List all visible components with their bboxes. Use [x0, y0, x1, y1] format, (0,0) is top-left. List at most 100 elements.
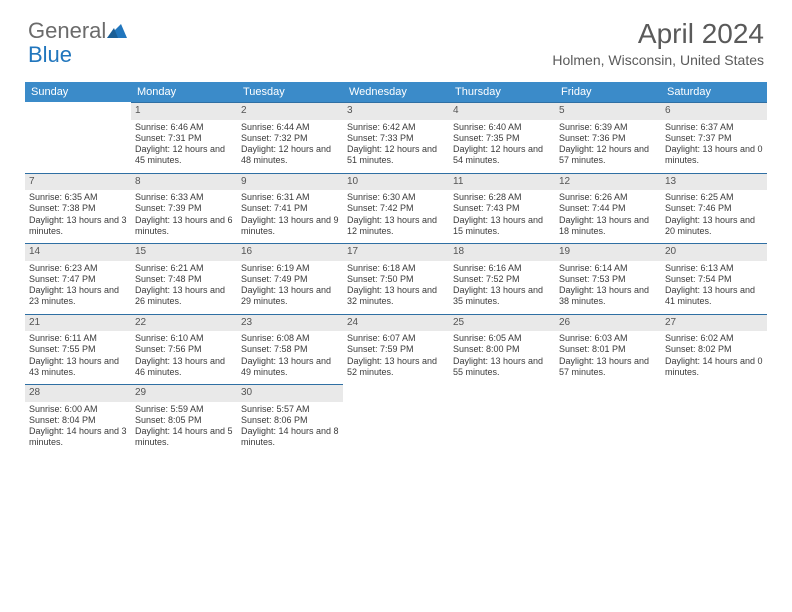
day-content: Sunrise: 6:44 AMSunset: 7:32 PMDaylight:…	[237, 120, 343, 173]
calendar-table: SundayMondayTuesdayWednesdayThursdayFrid…	[25, 82, 767, 455]
day-number: 14	[25, 243, 131, 261]
calendar-cell	[343, 384, 449, 455]
daylight-text: Daylight: 13 hours and 49 minutes.	[241, 356, 339, 379]
calendar-cell	[555, 384, 661, 455]
sunrise-text: Sunrise: 6:07 AM	[347, 333, 445, 344]
sunset-text: Sunset: 7:36 PM	[559, 133, 657, 144]
calendar-cell: 28Sunrise: 6:00 AMSunset: 8:04 PMDayligh…	[25, 384, 131, 455]
daylight-text: Daylight: 13 hours and 12 minutes.	[347, 215, 445, 238]
day-content: Sunrise: 6:08 AMSunset: 7:58 PMDaylight:…	[237, 331, 343, 384]
day-content: Sunrise: 6:30 AMSunset: 7:42 PMDaylight:…	[343, 190, 449, 243]
sunset-text: Sunset: 8:01 PM	[559, 344, 657, 355]
daylight-text: Daylight: 13 hours and 20 minutes.	[665, 215, 763, 238]
day-number: 15	[131, 243, 237, 261]
sunrise-text: Sunrise: 6:26 AM	[559, 192, 657, 203]
day-content: Sunrise: 6:46 AMSunset: 7:31 PMDaylight:…	[131, 120, 237, 173]
sunrise-text: Sunrise: 6:13 AM	[665, 263, 763, 274]
sunrise-text: Sunrise: 6:10 AM	[135, 333, 233, 344]
daylight-text: Daylight: 13 hours and 52 minutes.	[347, 356, 445, 379]
day-number: 22	[131, 314, 237, 332]
daylight-text: Daylight: 13 hours and 46 minutes.	[135, 356, 233, 379]
calendar-cell	[449, 384, 555, 455]
calendar-cell: 4Sunrise: 6:40 AMSunset: 7:35 PMDaylight…	[449, 102, 555, 173]
calendar-cell: 12Sunrise: 6:26 AMSunset: 7:44 PMDayligh…	[555, 173, 661, 244]
calendar-cell: 29Sunrise: 5:59 AMSunset: 8:05 PMDayligh…	[131, 384, 237, 455]
day-content: Sunrise: 6:40 AMSunset: 7:35 PMDaylight:…	[449, 120, 555, 173]
header: General April 2024 Holmen, Wisconsin, Un…	[0, 0, 792, 72]
logo: General	[28, 18, 128, 44]
sunset-text: Sunset: 7:53 PM	[559, 274, 657, 285]
sunrise-text: Sunrise: 6:35 AM	[29, 192, 127, 203]
day-number: 4	[449, 102, 555, 120]
sunrise-text: Sunrise: 6:46 AM	[135, 122, 233, 133]
sunset-text: Sunset: 7:50 PM	[347, 274, 445, 285]
calendar-cell: 17Sunrise: 6:18 AMSunset: 7:50 PMDayligh…	[343, 243, 449, 314]
sunrise-text: Sunrise: 6:19 AM	[241, 263, 339, 274]
sunset-text: Sunset: 7:33 PM	[347, 133, 445, 144]
sunset-text: Sunset: 7:46 PM	[665, 203, 763, 214]
weekday-header: Thursday	[449, 82, 555, 102]
day-content: Sunrise: 6:11 AMSunset: 7:55 PMDaylight:…	[25, 331, 131, 384]
daylight-text: Daylight: 13 hours and 57 minutes.	[559, 356, 657, 379]
weekday-header-row: SundayMondayTuesdayWednesdayThursdayFrid…	[25, 82, 767, 102]
daylight-text: Daylight: 12 hours and 48 minutes.	[241, 144, 339, 167]
calendar-cell: 18Sunrise: 6:16 AMSunset: 7:52 PMDayligh…	[449, 243, 555, 314]
sunrise-text: Sunrise: 6:02 AM	[665, 333, 763, 344]
day-content: Sunrise: 6:28 AMSunset: 7:43 PMDaylight:…	[449, 190, 555, 243]
day-number: 13	[661, 173, 767, 191]
calendar-cell: 23Sunrise: 6:08 AMSunset: 7:58 PMDayligh…	[237, 314, 343, 385]
day-content: Sunrise: 6:23 AMSunset: 7:47 PMDaylight:…	[25, 261, 131, 314]
day-number: 2	[237, 102, 343, 120]
day-number: 19	[555, 243, 661, 261]
sunset-text: Sunset: 7:49 PM	[241, 274, 339, 285]
calendar-cell: 13Sunrise: 6:25 AMSunset: 7:46 PMDayligh…	[661, 173, 767, 244]
daylight-text: Daylight: 13 hours and 55 minutes.	[453, 356, 551, 379]
sunset-text: Sunset: 7:58 PM	[241, 344, 339, 355]
location-text: Holmen, Wisconsin, United States	[552, 52, 764, 68]
day-content: Sunrise: 6:16 AMSunset: 7:52 PMDaylight:…	[449, 261, 555, 314]
daylight-text: Daylight: 12 hours and 45 minutes.	[135, 144, 233, 167]
sunset-text: Sunset: 7:35 PM	[453, 133, 551, 144]
calendar-cell: 21Sunrise: 6:11 AMSunset: 7:55 PMDayligh…	[25, 314, 131, 385]
daylight-text: Daylight: 13 hours and 35 minutes.	[453, 285, 551, 308]
daylight-text: Daylight: 13 hours and 43 minutes.	[29, 356, 127, 379]
calendar-cell: 1Sunrise: 6:46 AMSunset: 7:31 PMDaylight…	[131, 102, 237, 173]
sunrise-text: Sunrise: 6:03 AM	[559, 333, 657, 344]
day-content: Sunrise: 6:00 AMSunset: 8:04 PMDaylight:…	[25, 402, 131, 455]
daylight-text: Daylight: 13 hours and 29 minutes.	[241, 285, 339, 308]
day-number: 28	[25, 384, 131, 402]
daylight-text: Daylight: 13 hours and 23 minutes.	[29, 285, 127, 308]
day-number: 21	[25, 314, 131, 332]
day-content: Sunrise: 5:57 AMSunset: 8:06 PMDaylight:…	[237, 402, 343, 455]
calendar-row: 14Sunrise: 6:23 AMSunset: 7:47 PMDayligh…	[25, 243, 767, 314]
sunset-text: Sunset: 7:47 PM	[29, 274, 127, 285]
day-content: Sunrise: 6:18 AMSunset: 7:50 PMDaylight:…	[343, 261, 449, 314]
day-number: 9	[237, 173, 343, 191]
daylight-text: Daylight: 13 hours and 3 minutes.	[29, 215, 127, 238]
calendar-row: 28Sunrise: 6:00 AMSunset: 8:04 PMDayligh…	[25, 384, 767, 455]
sunset-text: Sunset: 8:00 PM	[453, 344, 551, 355]
day-content: Sunrise: 6:21 AMSunset: 7:48 PMDaylight:…	[131, 261, 237, 314]
calendar-cell: 19Sunrise: 6:14 AMSunset: 7:53 PMDayligh…	[555, 243, 661, 314]
calendar-cell: 15Sunrise: 6:21 AMSunset: 7:48 PMDayligh…	[131, 243, 237, 314]
day-content: Sunrise: 6:03 AMSunset: 8:01 PMDaylight:…	[555, 331, 661, 384]
day-content: Sunrise: 6:42 AMSunset: 7:33 PMDaylight:…	[343, 120, 449, 173]
daylight-text: Daylight: 13 hours and 18 minutes.	[559, 215, 657, 238]
sunrise-text: Sunrise: 6:08 AM	[241, 333, 339, 344]
sunrise-text: Sunrise: 6:23 AM	[29, 263, 127, 274]
day-number: 25	[449, 314, 555, 332]
sunset-text: Sunset: 7:37 PM	[665, 133, 763, 144]
day-number: 1	[131, 102, 237, 120]
sunrise-text: Sunrise: 6:00 AM	[29, 404, 127, 415]
daylight-text: Daylight: 14 hours and 5 minutes.	[135, 426, 233, 449]
day-number: 8	[131, 173, 237, 191]
sunset-text: Sunset: 7:39 PM	[135, 203, 233, 214]
calendar-cell	[661, 384, 767, 455]
calendar-cell	[25, 102, 131, 173]
weekday-header: Wednesday	[343, 82, 449, 102]
sunrise-text: Sunrise: 6:16 AM	[453, 263, 551, 274]
calendar-cell: 11Sunrise: 6:28 AMSunset: 7:43 PMDayligh…	[449, 173, 555, 244]
day-content: Sunrise: 6:02 AMSunset: 8:02 PMDaylight:…	[661, 331, 767, 384]
sunrise-text: Sunrise: 5:59 AM	[135, 404, 233, 415]
daylight-text: Daylight: 12 hours and 54 minutes.	[453, 144, 551, 167]
